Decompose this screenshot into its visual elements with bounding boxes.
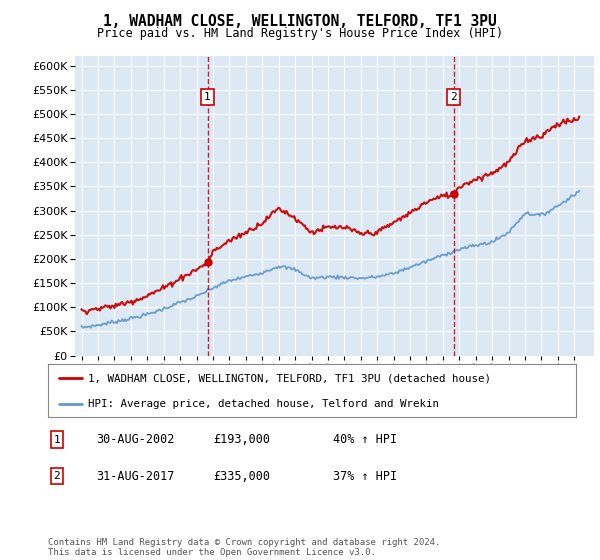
Text: Contains HM Land Registry data © Crown copyright and database right 2024.
This d: Contains HM Land Registry data © Crown c… bbox=[48, 538, 440, 557]
Text: 1, WADHAM CLOSE, WELLINGTON, TELFORD, TF1 3PU: 1, WADHAM CLOSE, WELLINGTON, TELFORD, TF… bbox=[103, 14, 497, 29]
Text: Price paid vs. HM Land Registry's House Price Index (HPI): Price paid vs. HM Land Registry's House … bbox=[97, 27, 503, 40]
Text: 2: 2 bbox=[451, 92, 457, 102]
Text: 1: 1 bbox=[53, 435, 61, 445]
Text: HPI: Average price, detached house, Telford and Wrekin: HPI: Average price, detached house, Telf… bbox=[88, 399, 439, 409]
Text: 1: 1 bbox=[204, 92, 211, 102]
Text: £193,000: £193,000 bbox=[213, 433, 270, 446]
Text: 30-AUG-2002: 30-AUG-2002 bbox=[96, 433, 175, 446]
Text: 1, WADHAM CLOSE, WELLINGTON, TELFORD, TF1 3PU (detached house): 1, WADHAM CLOSE, WELLINGTON, TELFORD, TF… bbox=[88, 374, 491, 384]
Text: 2: 2 bbox=[53, 471, 61, 481]
Text: 37% ↑ HPI: 37% ↑ HPI bbox=[333, 469, 397, 483]
Text: £335,000: £335,000 bbox=[213, 469, 270, 483]
Text: 40% ↑ HPI: 40% ↑ HPI bbox=[333, 433, 397, 446]
Text: 31-AUG-2017: 31-AUG-2017 bbox=[96, 469, 175, 483]
